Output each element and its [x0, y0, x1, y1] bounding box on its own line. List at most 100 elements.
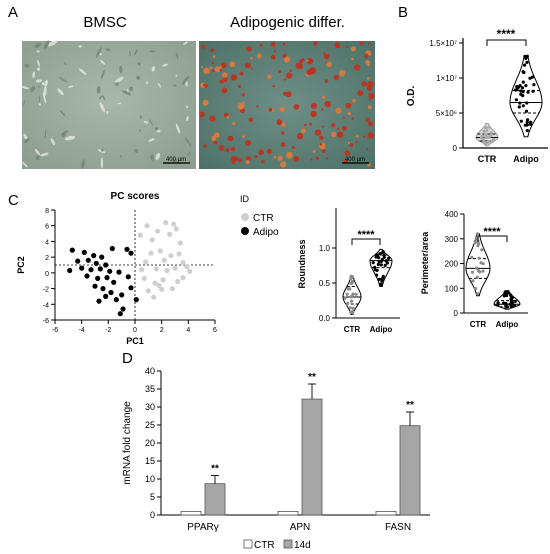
pc-point-adipo	[96, 298, 102, 304]
lipid-droplet	[330, 123, 336, 128]
lipid-droplet	[323, 53, 330, 60]
pc-point-adipo	[109, 245, 115, 252]
b-y-tick-label: 5×10⁶	[436, 109, 457, 118]
bmsc-cell	[126, 89, 129, 92]
lipid-droplet	[289, 69, 292, 72]
lipid-droplet	[241, 93, 245, 97]
lipid-droplet	[368, 99, 371, 102]
lipid-droplet	[238, 158, 243, 163]
pc-y-tick-label: -6	[43, 318, 49, 325]
bmsc-cell	[101, 69, 105, 79]
bmsc-cell	[157, 82, 162, 88]
pc-title: PC scores	[111, 191, 160, 202]
bmsc-cell	[50, 138, 56, 146]
b-x-tick-adipo: Adipo	[513, 154, 539, 164]
lipid-droplet	[226, 115, 229, 119]
bmsc-cell	[139, 115, 142, 119]
pc-point-ctr	[159, 286, 165, 292]
b-adipo-point	[521, 80, 525, 84]
lipid-droplet	[225, 148, 230, 153]
bmsc-cell	[181, 76, 189, 86]
bmsc-cell	[175, 53, 179, 59]
d-legend-ctr: CTR	[254, 540, 275, 551]
pc-point-adipo	[91, 253, 97, 259]
pc-point-adipo	[111, 279, 117, 285]
lipid-droplet	[282, 42, 286, 46]
pc-point-ctr	[180, 260, 186, 266]
lipid-droplet	[246, 46, 252, 52]
round-adipo-point	[379, 263, 383, 267]
b-adipo-point	[514, 98, 519, 102]
bmsc-cell	[24, 63, 30, 68]
b-adipo-point	[524, 84, 528, 88]
perim-ctr-point	[471, 279, 475, 283]
lipid-droplet	[210, 48, 215, 53]
bmsc-cell	[114, 76, 124, 83]
perim-ctr-point	[474, 236, 478, 240]
lipid-droplet	[291, 146, 295, 150]
b-ctr-point	[485, 128, 489, 132]
d-y-tick-label: 10	[145, 474, 155, 484]
d-bar-14d	[301, 398, 323, 516]
d-y-tick-label: 20	[145, 438, 155, 448]
lipid-droplet	[212, 55, 216, 58]
round-ctr-point	[351, 292, 355, 296]
round-ctr-point	[348, 306, 352, 310]
perim-ctr-point	[481, 269, 485, 273]
round-ctr-point	[349, 310, 353, 314]
bmsc-cell	[172, 158, 178, 163]
d-x-tick-label: PPARγ	[187, 522, 219, 533]
scale-label-left: 400 µm	[166, 157, 186, 163]
bmsc-cell	[23, 133, 28, 140]
d-bar-14d	[399, 425, 421, 516]
lipid-droplet	[352, 98, 356, 103]
pc-point-ctr	[171, 221, 177, 227]
lipid-droplet	[336, 131, 344, 138]
b-adipo-point	[526, 118, 530, 122]
pc-point-ctr	[168, 253, 174, 259]
lipid-droplet	[306, 59, 309, 62]
round-ctr-point	[350, 275, 354, 279]
bmsc-cell	[117, 102, 122, 105]
lipid-droplet	[201, 44, 206, 49]
b-ctr-point	[485, 135, 489, 139]
lipid-droplet	[301, 128, 306, 134]
pc-point-ctr	[157, 248, 163, 254]
pc-point-adipo	[67, 267, 73, 274]
bmsc-cell	[183, 41, 188, 45]
pc-legend-ctr: CTR	[253, 213, 274, 224]
bmsc-cell	[79, 68, 87, 75]
lipid-droplet	[211, 69, 215, 72]
pc-y-tick-label: 2	[45, 255, 49, 262]
lipid-droplet	[353, 64, 361, 71]
bmsc-cell	[35, 155, 40, 161]
bmsc-cell	[34, 148, 41, 156]
pc-point-adipo	[75, 258, 81, 264]
lipid-droplet	[211, 61, 215, 65]
lipid-droplet	[297, 63, 303, 70]
b-x-tick-ctr: CTR	[478, 154, 497, 164]
lipid-droplet	[219, 69, 223, 72]
round-adipo-point	[375, 273, 379, 277]
lipid-droplet	[279, 106, 285, 112]
round-adipo-point	[376, 255, 380, 259]
pc-point-ctr	[155, 228, 161, 234]
pc-point-adipo	[93, 260, 99, 266]
bmsc-cell	[186, 115, 189, 122]
b-ctr-point	[484, 125, 488, 130]
perim-ctr-point	[476, 269, 481, 273]
pc-point-adipo	[84, 273, 90, 279]
d-bar-ctr	[375, 510, 397, 516]
lipid-droplet	[277, 155, 283, 161]
lipid-droplet	[324, 79, 329, 83]
pc-y-tick-label: 8	[45, 208, 49, 215]
b-adipo-point	[532, 83, 536, 87]
pc-point-adipo	[108, 289, 114, 296]
round-adipo-point	[383, 263, 387, 267]
pc-point-ctr	[149, 237, 155, 243]
lipid-droplet	[230, 74, 238, 81]
lipid-droplet	[219, 79, 224, 84]
perim-ctr-point	[476, 244, 480, 248]
b-significance: ****	[497, 27, 516, 41]
